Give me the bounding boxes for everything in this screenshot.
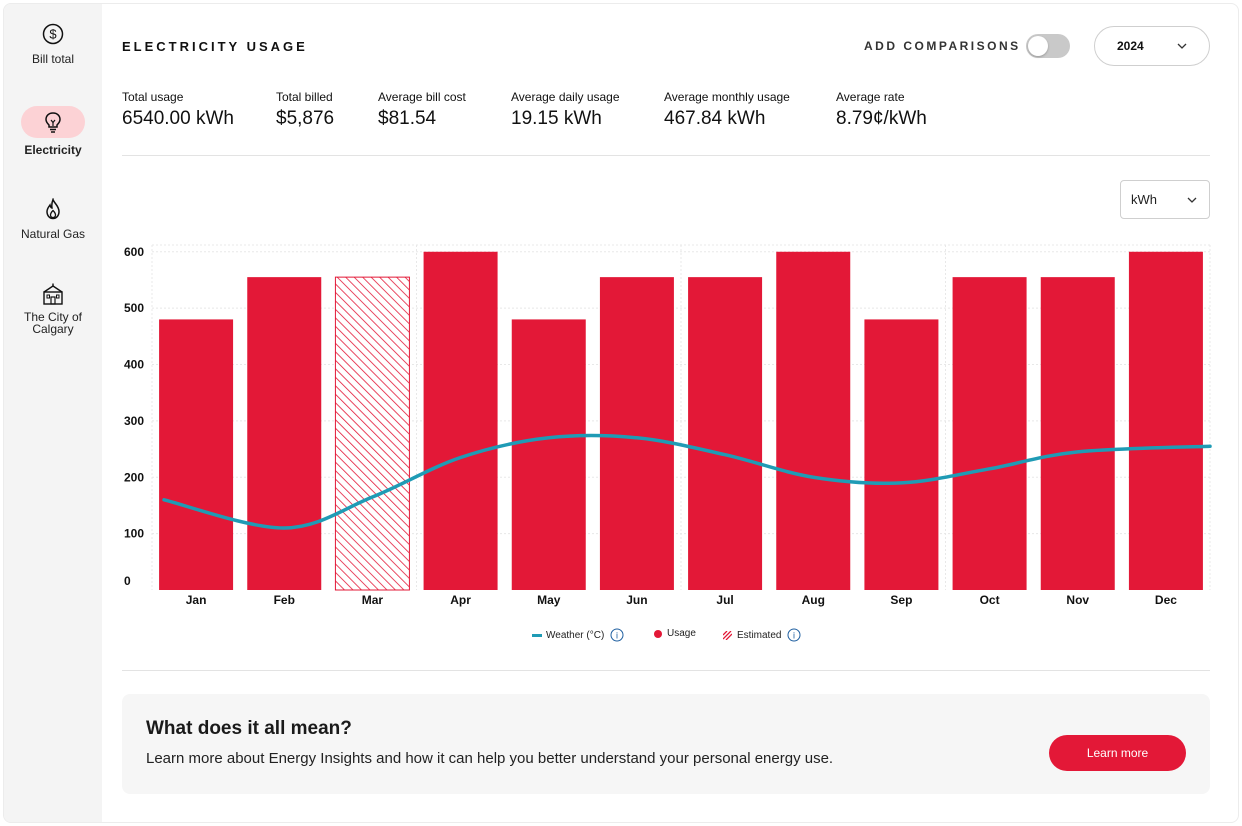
sidebar-item-bill-total[interactable]: $ Bill total bbox=[4, 22, 102, 65]
y-tick-label: 600 bbox=[124, 245, 144, 259]
y-tick-label: 200 bbox=[124, 470, 144, 484]
x-tick-label: Apr bbox=[450, 593, 471, 607]
x-tick-label: Nov bbox=[1066, 593, 1089, 607]
stat-total-usage: Total usage 6540.00 kWh bbox=[122, 90, 234, 129]
y-tick-label: 100 bbox=[124, 527, 144, 541]
stat-average-bill-cost: Average bill cost $81.54 bbox=[378, 90, 466, 129]
legend-dot-swatch bbox=[654, 629, 662, 638]
y-tick-label: 400 bbox=[124, 358, 144, 372]
x-tick-label: May bbox=[537, 593, 561, 607]
usage-chart: 0 100 200 300 400 500 600 Jan Feb Mar Apr May Jun Ju… bbox=[124, 244, 1212, 607]
info-card: What does it all mean? Learn more about … bbox=[122, 694, 1210, 794]
sidebar-item-electricity[interactable]: Electricity bbox=[4, 106, 102, 156]
sidebar-item-label: Bill total bbox=[31, 52, 75, 66]
divider bbox=[122, 670, 1210, 671]
chart-legend: Weather (°C) i Usage Estimated i bbox=[0, 628, 1242, 648]
toggle-knob bbox=[1028, 36, 1048, 56]
x-tick-label: Feb bbox=[274, 593, 295, 607]
chevron-down-icon bbox=[1177, 43, 1187, 49]
stat-average-monthly-usage: Average monthly usage 467.84 kWh bbox=[664, 90, 790, 129]
legend-weather-label: Weather (°C) bbox=[546, 629, 605, 641]
sidebar-item-label: Natural Gas bbox=[20, 227, 86, 241]
chevron-down-icon bbox=[1187, 197, 1197, 203]
x-tick-label: Dec bbox=[1155, 593, 1177, 607]
dollar-circle-icon: $ bbox=[4, 22, 102, 46]
flame-icon bbox=[4, 197, 102, 221]
svg-text:i: i bbox=[793, 631, 795, 641]
x-tick-label: Jun bbox=[626, 593, 647, 607]
bar-mar-estimated[interactable] bbox=[334, 276, 410, 591]
x-tick-label: Jan bbox=[186, 593, 207, 607]
divider bbox=[122, 155, 1210, 156]
sidebar-item-label: The City of Calgary bbox=[23, 310, 83, 336]
y-tick-label: 300 bbox=[124, 414, 144, 428]
sidebar-item-natural-gas[interactable]: Natural Gas bbox=[4, 197, 102, 240]
unit-select[interactable]: kWh bbox=[1120, 180, 1210, 219]
page-title: ELECTRICITY USAGE bbox=[122, 39, 308, 54]
bar-jan[interactable] bbox=[159, 319, 234, 590]
x-tick-label: Oct bbox=[980, 593, 1000, 607]
svg-text:$: $ bbox=[49, 27, 57, 42]
legend-line-swatch bbox=[532, 633, 542, 637]
bar-sep[interactable] bbox=[864, 319, 939, 590]
svg-text:i: i bbox=[616, 631, 618, 641]
info-card-body: Learn more about Energy Insights and how… bbox=[146, 750, 834, 767]
learn-more-button[interactable]: Learn more bbox=[1049, 735, 1186, 771]
bar-aug[interactable] bbox=[776, 251, 851, 590]
bar-feb[interactable] bbox=[247, 277, 322, 590]
weather-line bbox=[162, 433, 1212, 530]
year-select[interactable]: 2024 bbox=[1094, 26, 1210, 66]
x-tick-label: Mar bbox=[362, 593, 384, 607]
city-hall-icon bbox=[4, 282, 102, 306]
y-tick-label: 0 bbox=[124, 574, 131, 588]
bar-apr[interactable] bbox=[423, 251, 498, 590]
x-tick-label: Aug bbox=[802, 593, 825, 607]
unit-select-value: kWh bbox=[1131, 192, 1157, 207]
legend-weather: Weather (°C) i bbox=[532, 628, 624, 642]
y-tick-label: 500 bbox=[124, 301, 144, 315]
stat-total-billed: Total billed $5,876 bbox=[276, 90, 335, 129]
bar-jun[interactable] bbox=[599, 277, 674, 590]
info-card-heading: What does it all mean? bbox=[146, 718, 352, 739]
legend-estimated: Estimated i bbox=[723, 628, 801, 642]
add-comparisons-label: ADD COMPARISONS bbox=[864, 39, 1021, 53]
bar-oct[interactable] bbox=[952, 277, 1027, 590]
legend-usage: Usage bbox=[654, 628, 696, 639]
sidebar-item-city-of-calgary[interactable]: The City of Calgary bbox=[4, 282, 102, 335]
lightbulb-icon bbox=[21, 106, 85, 138]
year-select-value: 2024 bbox=[1117, 39, 1144, 53]
sidebar-item-label: Electricity bbox=[24, 143, 82, 157]
add-comparisons-toggle[interactable] bbox=[1026, 34, 1070, 58]
bar-jul[interactable] bbox=[688, 277, 763, 590]
bar-nov[interactable] bbox=[1040, 277, 1115, 590]
sidebar: $ Bill total Electricity Natural Gas The… bbox=[4, 4, 102, 822]
x-tick-label: Sep bbox=[890, 593, 912, 607]
legend-usage-label: Usage bbox=[667, 628, 696, 639]
stat-average-rate: Average rate 8.79¢/kWh bbox=[836, 90, 927, 129]
bar-dec[interactable] bbox=[1128, 251, 1203, 590]
hatch-swatch-icon bbox=[723, 630, 732, 640]
legend-estimated-label: Estimated bbox=[737, 629, 782, 641]
bar-may[interactable] bbox=[511, 319, 586, 590]
info-icon[interactable]: i bbox=[787, 628, 801, 642]
x-tick-label: Jul bbox=[716, 593, 733, 607]
info-icon[interactable]: i bbox=[610, 628, 624, 642]
stat-average-daily-usage: Average daily usage 19.15 kWh bbox=[511, 90, 620, 129]
